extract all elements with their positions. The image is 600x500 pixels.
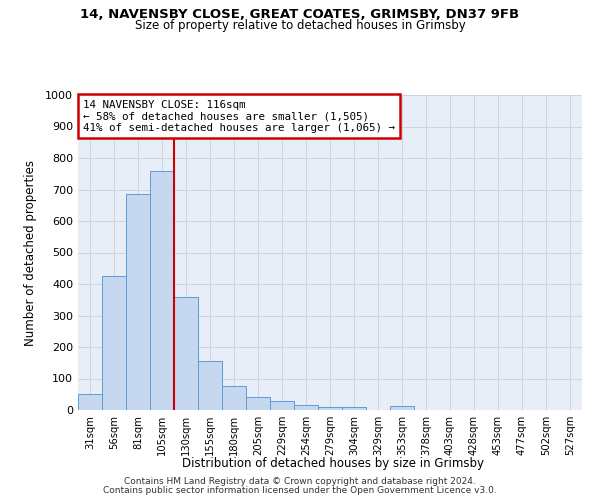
Bar: [78, 394, 102, 410]
Bar: [150, 170, 174, 410]
Bar: [222, 386, 246, 410]
Bar: [198, 361, 222, 410]
Text: Size of property relative to detached houses in Grimsby: Size of property relative to detached ho…: [134, 19, 466, 32]
Bar: [102, 276, 126, 410]
Bar: [318, 407, 342, 410]
Bar: [342, 408, 366, 410]
Bar: [246, 398, 270, 410]
Text: Contains public sector information licensed under the Open Government Licence v3: Contains public sector information licen…: [103, 486, 497, 495]
Text: Contains HM Land Registry data © Crown copyright and database right 2024.: Contains HM Land Registry data © Crown c…: [124, 477, 476, 486]
Y-axis label: Number of detached properties: Number of detached properties: [24, 160, 37, 346]
Bar: [390, 406, 414, 410]
Bar: [126, 194, 150, 410]
Bar: [174, 296, 198, 410]
Text: 14 NAVENSBY CLOSE: 116sqm
← 58% of detached houses are smaller (1,505)
41% of se: 14 NAVENSBY CLOSE: 116sqm ← 58% of detac…: [83, 100, 395, 133]
Bar: [294, 404, 318, 410]
Bar: [270, 402, 294, 410]
Text: 14, NAVENSBY CLOSE, GREAT COATES, GRIMSBY, DN37 9FB: 14, NAVENSBY CLOSE, GREAT COATES, GRIMSB…: [80, 8, 520, 20]
Text: Distribution of detached houses by size in Grimsby: Distribution of detached houses by size …: [182, 458, 484, 470]
